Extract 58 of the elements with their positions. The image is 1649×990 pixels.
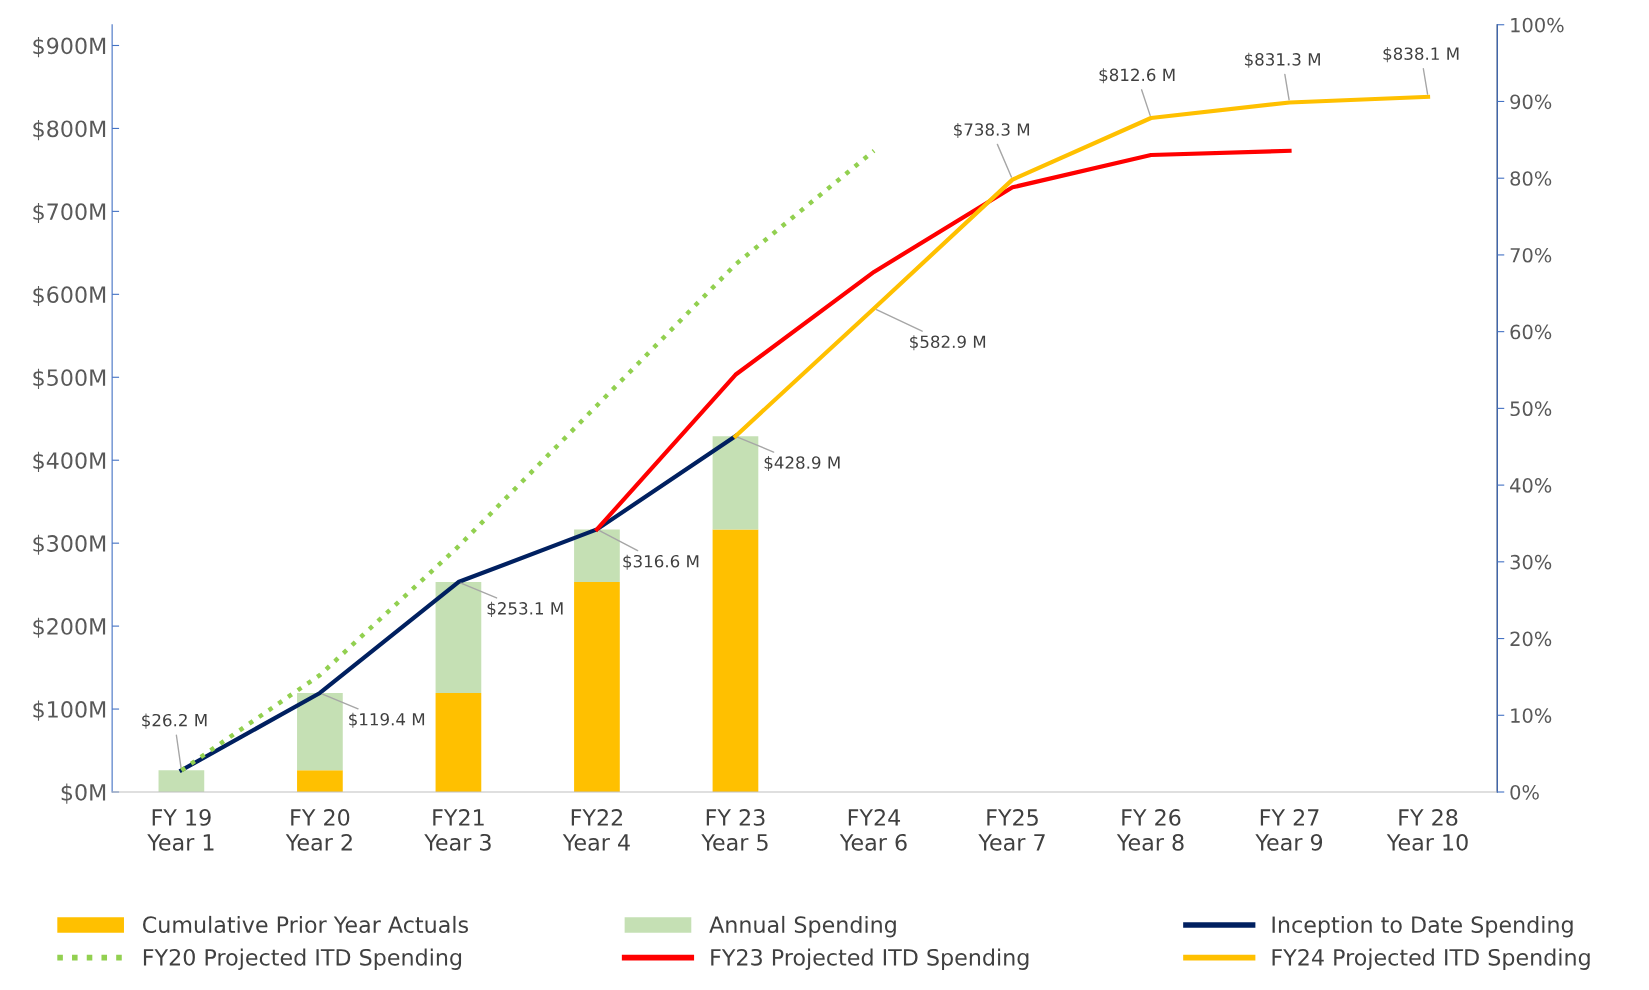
bar <box>574 529 620 583</box>
x-tick-label: FY22 Year 4 <box>562 809 630 851</box>
annotation: $26.2 M <box>142 713 207 729</box>
legend-label: Inception to Date Spending <box>1272 915 1573 938</box>
y-tick-label: $900M <box>33 37 106 58</box>
y2-tick-label: 20% <box>1510 631 1552 647</box>
y2-tick-label: 50% <box>1510 401 1552 417</box>
bar <box>158 770 205 792</box>
y2-tick-label: 70% <box>1510 247 1552 263</box>
y2-tick-label: 0% <box>1510 784 1539 800</box>
x-tick-label: FY 26 Year 8 <box>1116 809 1184 851</box>
legend-label: FY20 Projected ITD Spending <box>143 948 462 970</box>
annotation: $428.9 M <box>764 455 840 472</box>
bar <box>297 770 343 792</box>
annotation: $119.4 M <box>349 712 425 728</box>
y-tick-label: $300M <box>33 534 106 555</box>
line-series <box>594 148 1292 532</box>
bar <box>712 436 759 530</box>
legend-label: Annual Spending <box>709 915 896 938</box>
y2-tick-label: 60% <box>1510 324 1552 340</box>
y-tick-label: $0M <box>61 783 106 804</box>
y-tick-label: $700M <box>33 202 106 224</box>
annotation: $838.1 M <box>1383 47 1459 63</box>
bar <box>712 529 759 792</box>
y-tick-label: $100M <box>33 700 106 721</box>
bar <box>435 582 482 693</box>
y2-tick-label: 10% <box>1511 708 1552 723</box>
annotation: $582.9 M <box>910 335 986 351</box>
y-tick-label: $400M <box>33 451 106 472</box>
y-tick-label: $200M <box>33 617 106 638</box>
x-tick-label: FY 23 Year 5 <box>701 809 768 851</box>
annotation: $316.6 M <box>623 554 699 570</box>
y-tick-label: $800M <box>33 119 106 141</box>
x-tick-label: FY 19 Year 1 <box>147 809 214 851</box>
x-tick-label: FY24 Year 6 <box>839 809 907 851</box>
annotation: $812.6 M <box>1099 68 1175 84</box>
legend-label: Cumulative Prior Year Actuals <box>143 915 468 934</box>
y-tick-label: $500M <box>33 368 106 389</box>
y2-tick-label: 40% <box>1510 478 1552 493</box>
y2-tick-label: 80% <box>1510 171 1552 186</box>
legend-label: FY23 Projected ITD Spending <box>711 948 1029 970</box>
y2-tick-label: 100% <box>1511 17 1564 33</box>
y-tick-label: $600M <box>33 285 106 307</box>
x-tick-label: FY 20 Year 2 <box>285 809 352 851</box>
annotation: $831.3 M <box>1244 52 1320 68</box>
y2-tick-label: 90% <box>1510 94 1552 110</box>
x-tick-label: FY 27 Year 9 <box>1255 809 1323 851</box>
annotation: $253.1 M <box>487 601 563 617</box>
bar <box>574 582 620 792</box>
x-tick-label: FY25 Year 7 <box>978 809 1045 851</box>
annotation: $738.3 M <box>954 122 1030 139</box>
legend-label: FY24 Projected ITD Spending <box>1272 948 1590 970</box>
bar <box>435 692 482 792</box>
x-tick-label: FY21 Year 3 <box>424 809 491 851</box>
y2-tick-label: 30% <box>1510 554 1552 570</box>
line-series <box>733 94 1431 439</box>
x-tick-label: FY 28 Year 10 <box>1386 809 1468 851</box>
bar <box>297 692 343 771</box>
